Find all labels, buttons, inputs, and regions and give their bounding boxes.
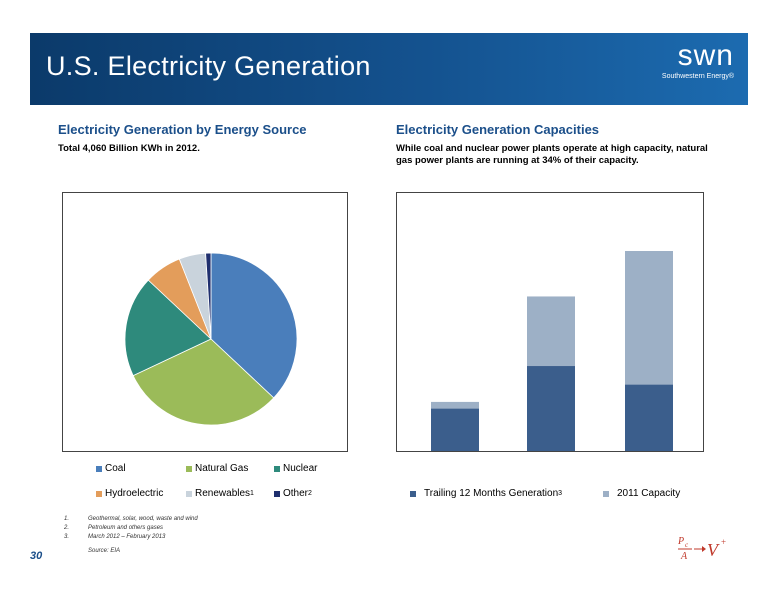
svg-text:P: P (677, 536, 684, 547)
pie-legend-item: Coal (96, 463, 126, 474)
pie-chart-panel (62, 192, 348, 452)
legend-swatch (96, 465, 102, 472)
legend-label: 2011 Capacity (617, 488, 681, 499)
pie-legend-item: Renewables 1 (186, 488, 254, 499)
right-section-subtitle: While coal and nuclear power plants oper… (396, 143, 708, 166)
page-number: 30 (30, 550, 43, 562)
svg-text:c: c (685, 541, 689, 549)
legend-swatch (274, 465, 280, 472)
bar-generation-coal (527, 366, 575, 451)
pie-slice-nuclear (124, 279, 212, 377)
bar-chart-panel (396, 192, 704, 452)
footnote-3-num: 3. (64, 534, 70, 540)
pie-legend-item: Nuclear (274, 463, 317, 474)
legend-label: Hydroelectric (105, 488, 164, 499)
left-section-title: Electricity Generation by Energy Source (58, 122, 307, 137)
legend-label: Coal (105, 463, 126, 474)
legend-label: Nuclear (283, 463, 318, 474)
bar-generation-nuclear (431, 408, 479, 451)
legend-label: Other (283, 488, 309, 499)
company-logo: swn Southwestern Energy® (661, 39, 734, 81)
legend-label: Trailing 12 Months Generation (424, 488, 559, 499)
legend-swatch (96, 490, 102, 497)
svg-text:+: + (721, 537, 726, 547)
svg-text:V: V (707, 540, 720, 560)
bar-generation-natural-gas (625, 384, 673, 451)
legend-footnote-mark: 2 (308, 490, 312, 497)
footnote-1-text: Geothermal, solar, wood, waste and wind (88, 516, 198, 522)
pie-legend-item: Natural Gas (186, 463, 248, 474)
page-title: U.S. Electricity Generation (46, 51, 371, 81)
pie-slice-other (205, 252, 212, 340)
pie-legend-item: Other 2 (274, 488, 312, 499)
pie-chart (124, 252, 298, 426)
formula-logo-icon: P c A V + (677, 536, 726, 562)
source-note: Source: EIA (88, 548, 121, 554)
pie-legend-item: Hydroelectric (96, 488, 163, 499)
bar-legend-item: 2011 Capacity (603, 488, 680, 499)
legend-footnote-mark: 3 (558, 490, 563, 497)
logo-subtitle: Southwestern Energy® (661, 73, 734, 80)
svg-text:A: A (680, 551, 688, 562)
footnote-2-num: 2. (64, 525, 70, 531)
footnote-1-num: 1. (64, 516, 70, 522)
legend-label: Natural Gas (195, 463, 249, 474)
pie-slice-natural-gas (132, 338, 275, 426)
legend-swatch (186, 465, 192, 472)
legend-swatch (603, 490, 609, 497)
legend-swatch (186, 490, 192, 497)
footnote-3-text: March 2012 – February 2013 (88, 534, 166, 540)
header-banner: U.S. Electricity Generation swn Southwes… (30, 33, 748, 105)
bar-legend-item: Trailing 12 Months Generation 3 (410, 488, 562, 499)
legend-swatch (410, 490, 416, 497)
footnote-2-text: Petroleum and others gases (88, 525, 164, 531)
right-section-title: Electricity Generation Capacities (396, 122, 600, 137)
pie-slice-coal (210, 252, 298, 399)
left-section-subtitle: Total 4,060 Billion KWh in 2012. (58, 143, 200, 154)
legend-label: Renewables (195, 488, 251, 499)
logo-wordmark: swn (677, 39, 734, 72)
bar-chart (431, 251, 673, 451)
legend-footnote-mark: 1 (250, 490, 254, 497)
legend-swatch (274, 490, 280, 497)
